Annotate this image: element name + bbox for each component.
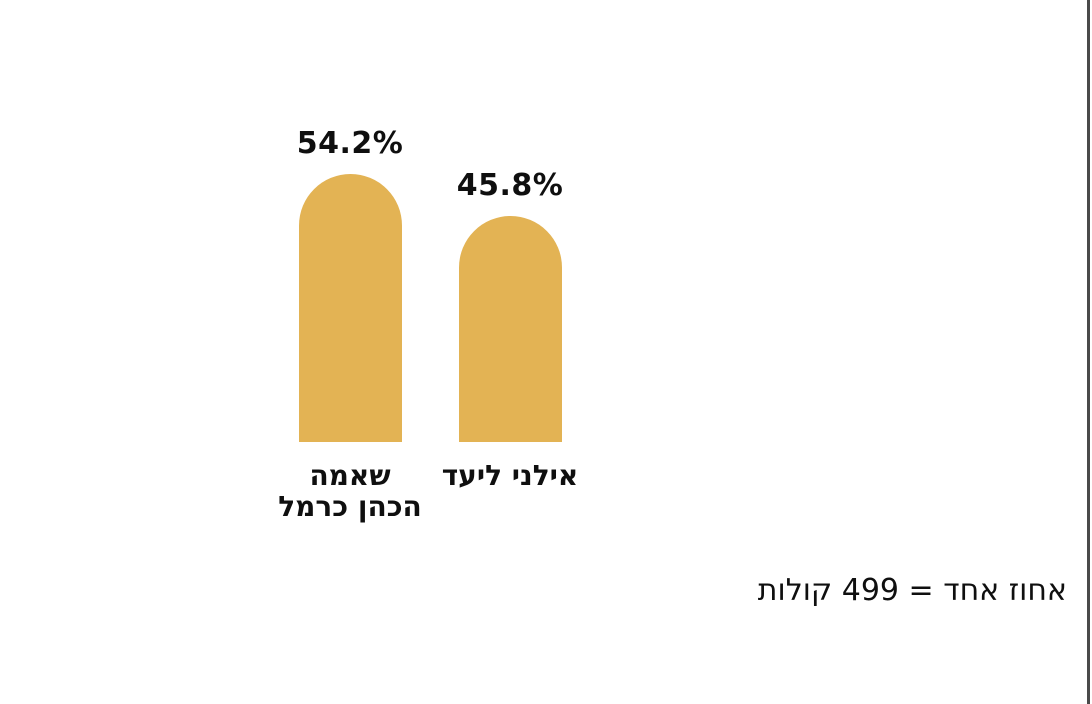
bar-group-ilani-liad: 45.8%: [405, 0, 615, 442]
value-label: 54.2%: [296, 126, 404, 161]
bar: [458, 216, 562, 442]
bar-group-shama-hacohen-carmel: 54.2%: [245, 0, 455, 442]
votes-per-percent-note: אחוז אחד = 499 קולות: [757, 573, 1067, 608]
vertical-scrollbar[interactable]: [1087, 0, 1090, 704]
category-label-shama-hacohen-carmel: שאמה הכהן כרמל: [278, 459, 422, 523]
value-label: 45.8%: [456, 168, 564, 203]
bar: [298, 174, 402, 442]
category-label-ilani-liad: אילני ליעד: [441, 459, 579, 492]
